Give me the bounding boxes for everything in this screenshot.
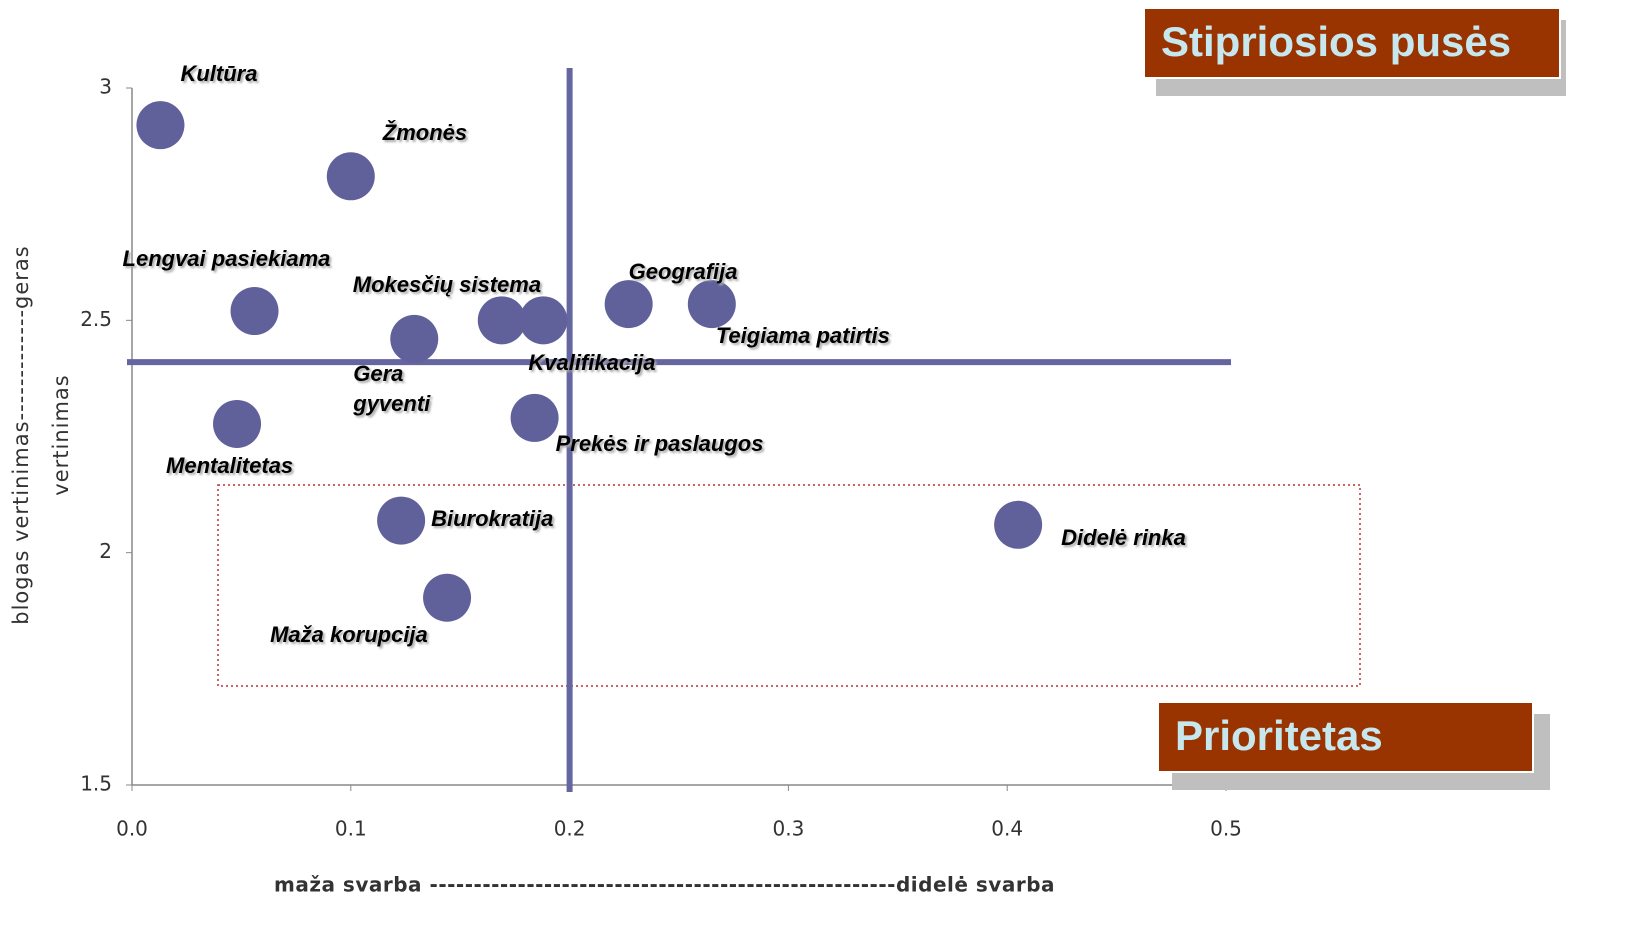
- point: [519, 296, 568, 345]
- point-label: Žmonės: [382, 120, 468, 146]
- x-axis-title: maža svarba ----------------------------…: [274, 873, 1055, 897]
- point-label: Kultūra: [180, 61, 258, 87]
- point: [213, 399, 262, 448]
- x-tick-label: 0.3: [772, 817, 804, 841]
- x-tick-label: 0.4: [991, 817, 1023, 841]
- point-label: Geografija: [628, 259, 738, 285]
- point: [423, 573, 472, 622]
- point-label: Maža korupcija: [270, 621, 428, 647]
- annotation-box: Prioritetas: [1157, 701, 1534, 773]
- point-label: Biurokratija: [431, 505, 554, 531]
- priority-region: [217, 484, 1361, 687]
- x-tick-label: 0.5: [1210, 817, 1242, 841]
- y-tick-label: 3: [99, 75, 112, 99]
- point-label: Didelė rinka: [1061, 524, 1186, 550]
- point-label: Kvalifikacija: [528, 350, 656, 376]
- y-tick-label: 2.5: [80, 307, 112, 331]
- point: [230, 287, 279, 336]
- point: [326, 152, 375, 201]
- point: [994, 500, 1043, 549]
- y-axis-subtitle: blogas vertinimas-------------geras: [9, 245, 33, 625]
- y-tick-label: 1.5: [80, 772, 112, 796]
- point-label: Gera gyventi: [353, 360, 431, 416]
- point: [687, 280, 736, 329]
- point-label: Mokesčių sistema: [352, 272, 542, 298]
- x-tick-label: 0.2: [554, 817, 586, 841]
- point-label: Teigiama patirtis: [715, 323, 890, 349]
- point: [510, 393, 559, 442]
- x-tick-label: 0.1: [335, 817, 367, 841]
- point-label: Prekės ir paslaugos: [555, 430, 764, 456]
- x-tick-label: 0.0: [116, 817, 148, 841]
- point-label: Mentalitetas: [166, 452, 294, 478]
- annotation-box: Stipriosios pusės: [1143, 7, 1561, 79]
- point: [136, 101, 185, 150]
- point: [604, 280, 653, 329]
- point: [377, 496, 426, 545]
- y-tick-label: 2: [99, 539, 112, 563]
- y-axis-title: vertinimas: [49, 374, 73, 495]
- point: [390, 314, 439, 363]
- point: [477, 296, 526, 345]
- point-label: Lengvai pasiekiama: [122, 246, 331, 272]
